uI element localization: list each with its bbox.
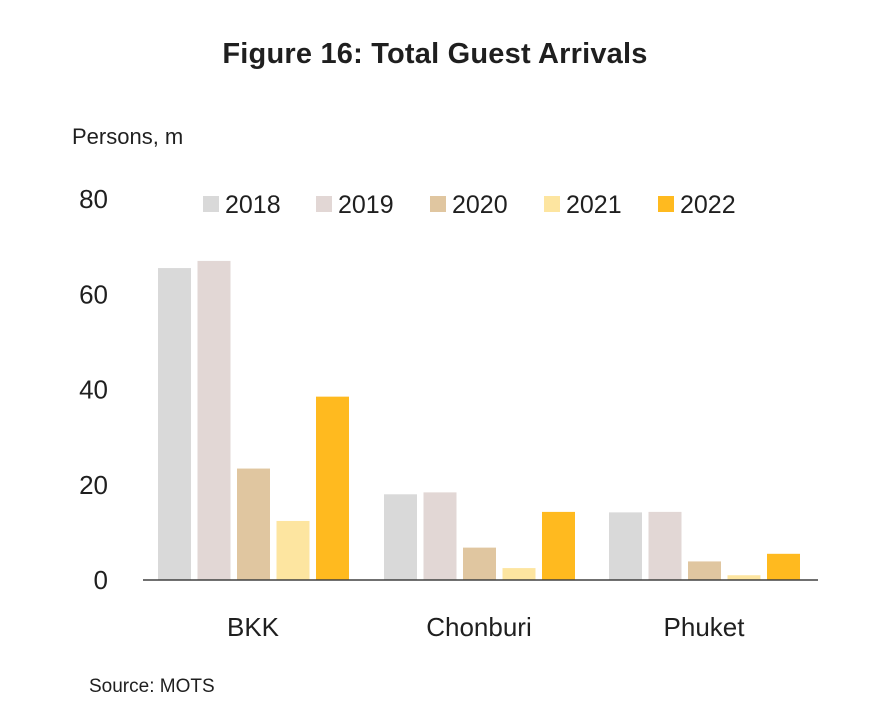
bar-chonburi-2019: [423, 492, 457, 580]
y-tick-label-80: 80: [79, 184, 108, 214]
chart-title: Figure 16: Total Guest Arrivals: [222, 38, 648, 70]
bars: [158, 260, 800, 580]
legend-swatch-2021: [544, 196, 560, 212]
source-note: Source: MOTS: [89, 676, 215, 697]
bar-bkk-2022: [316, 396, 349, 580]
legend-swatch-2019: [316, 196, 332, 212]
bar-phuket-2020: [688, 561, 721, 580]
bar-chonburi-2022: [542, 511, 575, 580]
legend: 2018 2019 2020 2021 2022: [203, 191, 736, 219]
y-tick-label-0: 0: [94, 565, 108, 595]
y-tick-label-60: 60: [79, 279, 108, 309]
legend-swatch-2022: [658, 196, 674, 212]
category-labels: BKK Chonburi Phuket: [227, 612, 745, 642]
category-label-phuket: Phuket: [664, 612, 746, 642]
legend-label-2020: 2020: [452, 191, 508, 219]
y-tick-label-40: 40: [79, 375, 108, 405]
bar-phuket-2022: [767, 553, 800, 580]
legend-label-2022: 2022: [680, 191, 736, 219]
bar-phuket-2021: [727, 575, 761, 580]
category-label-chonburi: Chonburi: [426, 612, 532, 642]
bar-chonburi-2020: [463, 547, 496, 580]
y-axis-ticks: 0 20 40 60 80: [79, 184, 108, 595]
bar-chonburi-2018: [384, 494, 417, 580]
legend-label-2021: 2021: [566, 191, 622, 219]
bar-bkk-2018: [158, 268, 191, 580]
bar-chonburi-2021: [502, 568, 536, 580]
legend-swatch-2020: [430, 196, 446, 212]
legend-swatch-2018: [203, 196, 219, 212]
legend-label-2019: 2019: [338, 191, 394, 219]
bar-bkk-2020: [237, 468, 270, 580]
category-label-bkk: BKK: [227, 612, 280, 642]
bar-bkk-2019: [197, 260, 231, 580]
bar-bkk-2021: [276, 520, 310, 580]
bar-phuket-2018: [609, 512, 642, 580]
y-tick-label-20: 20: [79, 470, 108, 500]
y-axis-unit-label: Persons, m: [72, 124, 184, 149]
bar-phuket-2019: [648, 511, 682, 580]
legend-label-2018: 2018: [225, 191, 281, 219]
